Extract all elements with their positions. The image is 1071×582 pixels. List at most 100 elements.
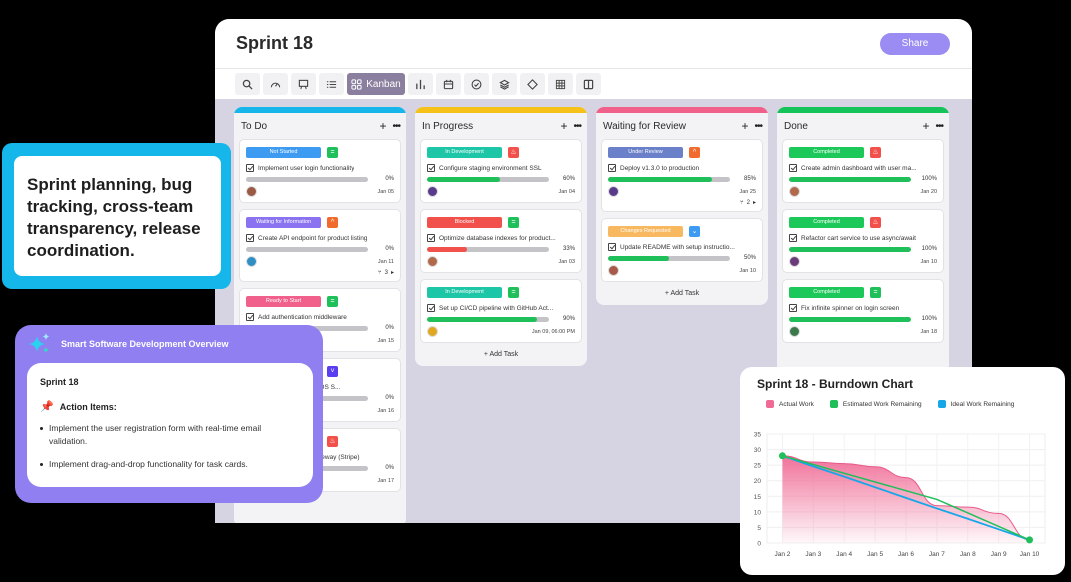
status-badge[interactable]: Changes Requested bbox=[608, 225, 683, 237]
priority-high-icon[interactable]: ^ bbox=[689, 146, 700, 158]
progress-bar bbox=[427, 176, 550, 182]
subtasks-toggle[interactable]: ⑂ 3 ▸ bbox=[246, 268, 394, 277]
add-icon[interactable]: + bbox=[560, 119, 568, 133]
status-badge[interactable]: In Development bbox=[427, 286, 502, 298]
task-checkbox[interactable] bbox=[789, 164, 797, 172]
list-view-button[interactable] bbox=[319, 73, 344, 95]
task-checkbox[interactable] bbox=[246, 164, 254, 172]
status-badge[interactable]: Ready to Start bbox=[246, 295, 321, 307]
task-checkbox[interactable] bbox=[789, 304, 797, 312]
status-badge[interactable]: Under Review bbox=[608, 146, 683, 158]
task-card[interactable]: In Development ♨ Configure staging enviro… bbox=[420, 139, 582, 203]
status-badge[interactable]: Waiting for Information bbox=[246, 216, 321, 228]
task-checkbox[interactable] bbox=[427, 304, 435, 312]
search-button[interactable] bbox=[235, 73, 260, 95]
priority-medium-icon[interactable]: = bbox=[870, 286, 881, 298]
more-icon[interactable]: ••• bbox=[392, 120, 400, 132]
task-card[interactable]: Not Started = Implement user login functi… bbox=[239, 139, 401, 203]
task-checkbox[interactable] bbox=[608, 243, 616, 251]
legend-estimated-work[interactable]: Estimated Work Remaining bbox=[829, 400, 922, 408]
more-icon[interactable]: ••• bbox=[754, 120, 762, 132]
due-date: Jan 15 bbox=[377, 337, 394, 344]
task-card[interactable]: In Development = Set up CI/CD pipeline wi… bbox=[420, 279, 582, 343]
task-card[interactable]: Changes Requested ⌄ Update README with se… bbox=[601, 218, 763, 282]
progress-label: 85% bbox=[743, 176, 756, 182]
task-card[interactable]: Completed ♨ Create admin dashboard with u… bbox=[782, 139, 944, 203]
task-name: Optimize database indexes for product... bbox=[439, 234, 556, 242]
avatar[interactable] bbox=[246, 256, 257, 267]
status-badge[interactable]: Completed bbox=[789, 216, 864, 228]
priority-medium-icon[interactable]: = bbox=[508, 286, 519, 298]
subtasks-toggle[interactable]: ⑂ 2 ▸ bbox=[608, 198, 756, 207]
avatar[interactable] bbox=[427, 186, 438, 197]
kanban-view-button[interactable]: Kanban bbox=[347, 73, 405, 95]
priority-medium-icon[interactable]: = bbox=[327, 146, 338, 158]
add-icon[interactable]: + bbox=[379, 119, 387, 133]
status-badge[interactable]: In Development bbox=[427, 146, 502, 158]
split-view-button[interactable] bbox=[576, 73, 601, 95]
milestone-view-button[interactable] bbox=[520, 73, 545, 95]
status-badge[interactable]: Completed bbox=[789, 286, 864, 298]
avatar[interactable] bbox=[789, 256, 800, 267]
task-checkbox[interactable] bbox=[427, 234, 435, 242]
status-badge[interactable]: Completed bbox=[789, 146, 864, 158]
dashboard-view-button[interactable] bbox=[263, 73, 288, 95]
status-badge[interactable]: Blocked bbox=[427, 216, 502, 228]
progress-label: 0% bbox=[385, 246, 394, 252]
priority-urgent-icon[interactable]: ♨ bbox=[870, 146, 881, 158]
share-button[interactable]: Share bbox=[880, 32, 950, 55]
add-task-button[interactable]: + Add Task bbox=[483, 351, 519, 358]
avatar[interactable] bbox=[789, 326, 800, 337]
chart-view-button[interactable] bbox=[408, 73, 433, 95]
avatar[interactable] bbox=[608, 265, 619, 276]
task-card[interactable]: Completed = Fix infinite spinner on login… bbox=[782, 279, 944, 343]
task-name: Refactor cart service to use async/await bbox=[801, 234, 916, 242]
tasks-view-button[interactable] bbox=[464, 73, 489, 95]
subtask-icon: ⑂ bbox=[378, 269, 382, 276]
avatar[interactable] bbox=[608, 186, 619, 197]
table-view-button[interactable] bbox=[548, 73, 573, 95]
due-date: Jan 04 bbox=[558, 188, 575, 195]
task-card[interactable]: Waiting for Information ^ Create API endp… bbox=[239, 209, 401, 282]
task-card[interactable]: Blocked = Optimize database indexes for p… bbox=[420, 209, 582, 273]
more-icon[interactable]: ••• bbox=[935, 120, 943, 132]
list-icon bbox=[326, 80, 337, 88]
priority-urgent-icon[interactable]: ♨ bbox=[870, 216, 881, 228]
svg-text:Jan 6: Jan 6 bbox=[898, 551, 914, 558]
add-icon[interactable]: + bbox=[922, 119, 930, 133]
column-title: Waiting for Review bbox=[603, 120, 686, 132]
task-card[interactable]: Completed ♨ Refactor cart service to use … bbox=[782, 209, 944, 273]
task-checkbox[interactable] bbox=[246, 313, 254, 321]
task-checkbox[interactable] bbox=[789, 234, 797, 242]
subtask-count: 2 bbox=[746, 199, 750, 206]
task-card[interactable]: Under Review ^ Deploy v1.3.0 to productio… bbox=[601, 139, 763, 212]
priority-lowest-icon[interactable]: ⌄ bbox=[689, 225, 700, 237]
priority-high-icon[interactable]: ^ bbox=[327, 216, 338, 228]
priority-urgent-icon[interactable]: ♨ bbox=[327, 435, 338, 447]
view-toolbar: Kanban bbox=[215, 69, 972, 99]
more-icon[interactable]: ••• bbox=[573, 120, 581, 132]
calendar-view-button[interactable] bbox=[436, 73, 461, 95]
status-badge[interactable]: Not Started bbox=[246, 146, 321, 158]
avatar[interactable] bbox=[427, 256, 438, 267]
task-checkbox[interactable] bbox=[427, 164, 435, 172]
presentation-view-button[interactable] bbox=[291, 73, 316, 95]
priority-medium-icon[interactable]: = bbox=[327, 295, 338, 307]
avatar[interactable] bbox=[246, 186, 257, 197]
priority-low-icon[interactable]: ˅ bbox=[327, 365, 338, 377]
svg-text:Jan 9: Jan 9 bbox=[991, 551, 1007, 558]
task-checkbox[interactable] bbox=[608, 164, 616, 172]
priority-urgent-icon[interactable]: ♨ bbox=[508, 146, 519, 158]
task-name: Configure staging environment SSL bbox=[439, 164, 542, 172]
legend-ideal-work[interactable]: Ideal Work Remaining bbox=[937, 400, 1014, 408]
diamond-icon bbox=[527, 78, 538, 90]
layers-icon bbox=[499, 79, 510, 90]
task-checkbox[interactable] bbox=[246, 234, 254, 242]
legend-actual-work[interactable]: Actual Work bbox=[766, 400, 814, 408]
avatar[interactable] bbox=[789, 186, 800, 197]
add-icon[interactable]: + bbox=[741, 119, 749, 133]
avatar[interactable] bbox=[427, 326, 438, 337]
add-task-button[interactable]: + Add Task bbox=[664, 290, 700, 297]
priority-medium-icon[interactable]: = bbox=[508, 216, 519, 228]
layers-view-button[interactable] bbox=[492, 73, 517, 95]
